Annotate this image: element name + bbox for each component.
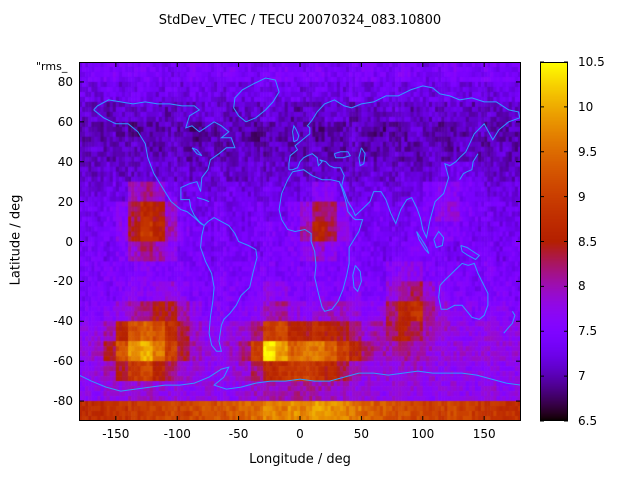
colorbar — [540, 62, 568, 421]
rms-annotation: "rms_ — [36, 60, 68, 73]
y-tick-label: 40 — [57, 154, 73, 169]
colorbar-tick-label: 10.5 — [578, 55, 605, 69]
y-tick-label: 0 — [65, 234, 73, 249]
y-tick-label: -20 — [53, 274, 73, 289]
x-axis-label: Longitude / deg — [249, 452, 351, 467]
chart-title: StdDev_VTEC / TECU 20070324_083.10800 — [158, 13, 442, 28]
x-tick-label: 150 — [472, 427, 496, 441]
y-tick-label: 80 — [57, 74, 73, 89]
colorbar-tick-label: 6.5 — [578, 414, 598, 428]
x-tick-label: 100 — [411, 427, 435, 441]
colorbar-tick-label: 7 — [578, 369, 586, 384]
x-tick-label: 50 — [353, 427, 370, 441]
heatmap-canvas — [79, 62, 521, 421]
colorbar-tick-label: 8.5 — [578, 234, 598, 249]
y-tick-label: -80 — [53, 394, 73, 409]
x-tick-label: -50 — [228, 427, 249, 441]
colorbar-tick-label: 9 — [578, 189, 586, 204]
y-tick-label: 20 — [57, 194, 73, 209]
colorbar-tick-label: 8 — [578, 279, 586, 294]
y-axis-label: Latitude / deg — [8, 194, 24, 286]
colorbar-tick-label: 7.5 — [578, 324, 598, 339]
y-tick-label: 60 — [57, 114, 73, 129]
x-tick-label: -150 — [102, 427, 130, 441]
x-tick-label: -100 — [163, 427, 191, 441]
x-tick-label: 0 — [296, 427, 304, 441]
colorbar-tick-label: 10 — [578, 99, 594, 114]
colorbar-tick-label: 9.5 — [578, 144, 598, 159]
y-tick-label: -40 — [53, 314, 73, 329]
y-tick-label: -60 — [53, 354, 73, 369]
